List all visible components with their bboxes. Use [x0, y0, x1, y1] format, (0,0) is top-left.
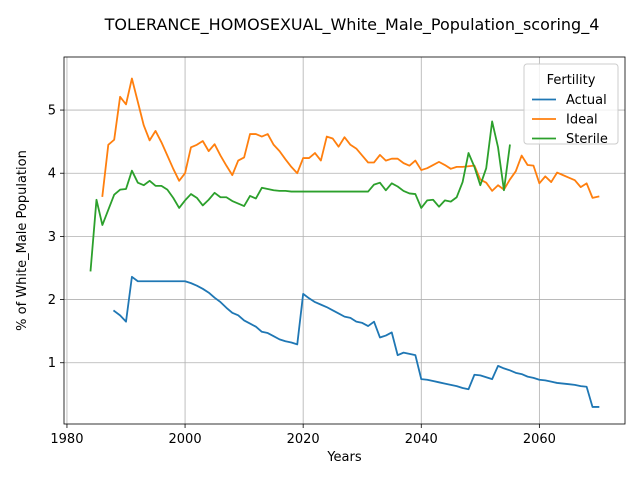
- legend-entry-ideal: Ideal: [532, 113, 598, 128]
- legend-title: Fertility: [547, 73, 596, 88]
- y-axis-label: % of White_Male Population: [15, 150, 30, 331]
- plot-frame: [63, 56, 626, 425]
- x-tick-label: 2020: [287, 432, 320, 447]
- legend-box: [523, 63, 619, 145]
- x-tick: 2020: [287, 424, 320, 447]
- series-line-sterile: [89, 120, 511, 272]
- x-tick-label: 2060: [523, 432, 556, 447]
- legend-entry-sterile: Sterile: [532, 132, 608, 147]
- legend-label: Sterile: [566, 132, 608, 147]
- legend-entry-actual: Actual: [532, 93, 607, 108]
- y-tick-label: 5: [48, 104, 56, 119]
- x-tick: 2040: [405, 424, 438, 447]
- y-tick-label: 4: [48, 167, 56, 182]
- x-tick: 1980: [50, 424, 83, 447]
- series-line-ideal: [101, 77, 600, 199]
- y-tick: 1: [48, 356, 64, 371]
- x-axis: 1980 2000 2020 2040 2060: [50, 424, 556, 447]
- x-tick-label: 2000: [169, 432, 202, 447]
- x-tick: 2060: [523, 424, 556, 447]
- x-tick: 2000: [169, 424, 202, 447]
- y-tick: 3: [48, 230, 64, 245]
- series-layer: [89, 77, 600, 408]
- y-tick: 2: [48, 293, 64, 308]
- legend-label: Actual: [566, 93, 607, 108]
- chart-title: TOLERANCE_HOMOSEXUAL_White_Male_Populati…: [104, 15, 600, 35]
- y-axis: 1 2 3 4 5: [48, 104, 64, 371]
- x-tick-label: 1980: [50, 432, 83, 447]
- y-tick-label: 3: [48, 230, 56, 245]
- legend-entries: Actual Ideal Sterile: [532, 93, 608, 147]
- y-tick-label: 2: [48, 293, 56, 308]
- y-tick-label: 1: [48, 356, 56, 371]
- legend: Fertility Actual Ideal Sterile: [523, 63, 619, 147]
- y-tick: 5: [48, 104, 64, 119]
- x-axis-label: Years: [326, 450, 362, 465]
- series-line-actual: [112, 275, 600, 408]
- x-tick-label: 2040: [405, 432, 438, 447]
- y-tick: 4: [48, 167, 64, 182]
- legend-label: Ideal: [566, 113, 598, 128]
